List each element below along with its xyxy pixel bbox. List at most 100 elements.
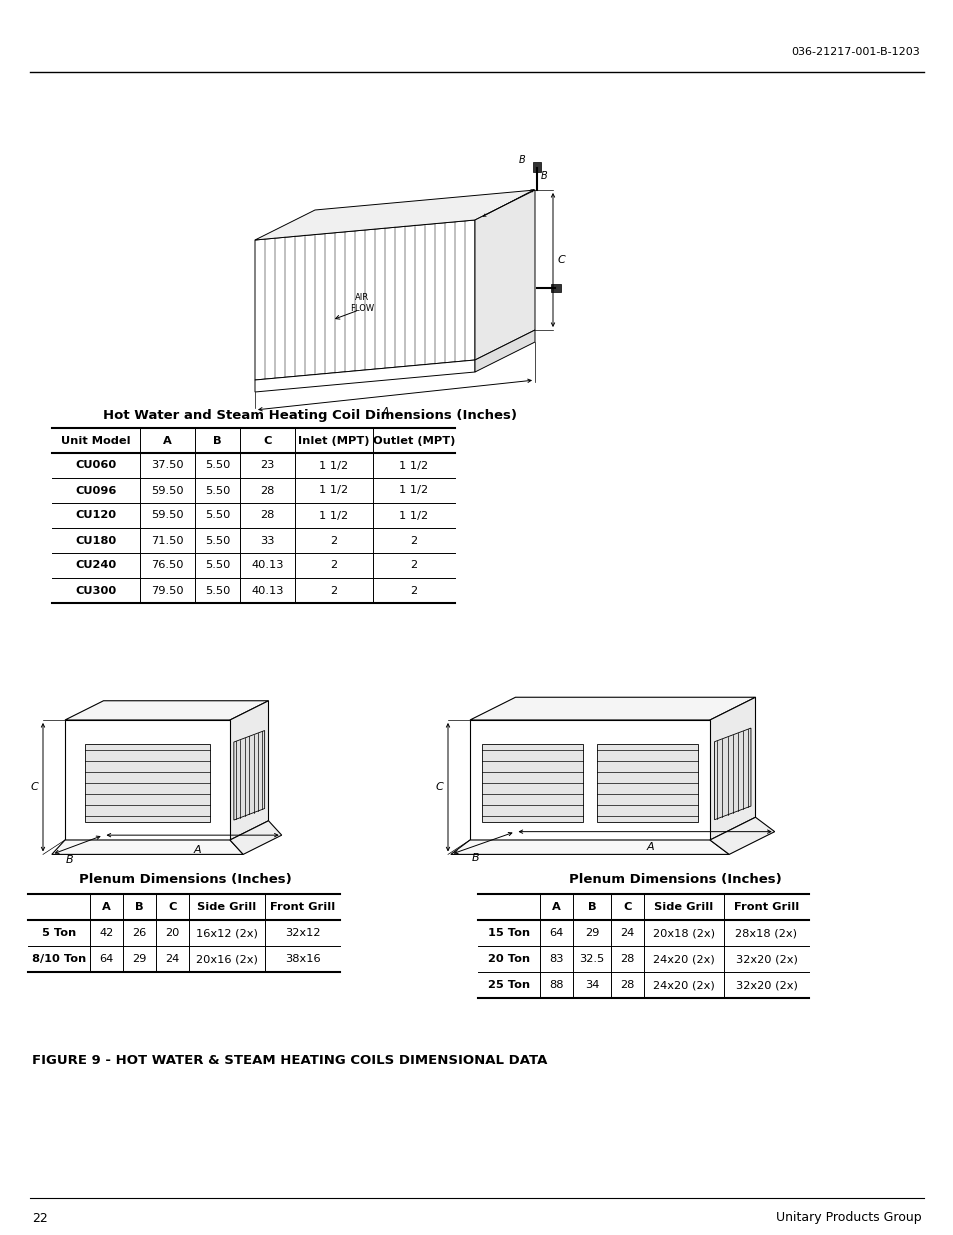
Text: Front Grill: Front Grill — [270, 902, 335, 911]
Text: 40.13: 40.13 — [251, 561, 283, 571]
Bar — [551, 284, 560, 291]
Text: 2: 2 — [410, 585, 417, 595]
Text: 5.50: 5.50 — [205, 461, 230, 471]
Text: A: A — [102, 902, 111, 911]
Text: 2: 2 — [330, 585, 337, 595]
Text: 76.50: 76.50 — [152, 561, 184, 571]
Text: 32x20 (2x): 32x20 (2x) — [735, 953, 797, 965]
Text: 5.50: 5.50 — [205, 510, 230, 520]
Text: 37.50: 37.50 — [151, 461, 184, 471]
Text: 29: 29 — [584, 927, 598, 939]
Text: 1 1/2: 1 1/2 — [319, 485, 348, 495]
Text: C: C — [168, 902, 176, 911]
Text: 5.50: 5.50 — [205, 585, 230, 595]
Text: 28: 28 — [619, 953, 634, 965]
Text: B: B — [540, 170, 547, 182]
Text: 5 Ton: 5 Ton — [42, 927, 76, 939]
Text: 20 Ton: 20 Ton — [487, 953, 530, 965]
Text: 24x20 (2x): 24x20 (2x) — [653, 953, 714, 965]
Polygon shape — [65, 700, 268, 720]
Text: B: B — [517, 156, 524, 165]
Text: 24: 24 — [165, 953, 179, 965]
Text: A: A — [193, 845, 201, 855]
Text: B: B — [66, 855, 73, 864]
Text: 15 Ton: 15 Ton — [487, 927, 530, 939]
Polygon shape — [230, 821, 281, 855]
Text: B: B — [135, 902, 144, 911]
Text: C: C — [30, 782, 38, 792]
Polygon shape — [709, 818, 774, 855]
Text: 5.50: 5.50 — [205, 536, 230, 546]
Text: 71.50: 71.50 — [151, 536, 184, 546]
Polygon shape — [254, 190, 535, 240]
Text: 16x12 (2x): 16x12 (2x) — [196, 927, 257, 939]
Text: 32x20 (2x): 32x20 (2x) — [735, 981, 797, 990]
Text: 2: 2 — [410, 561, 417, 571]
Text: 83: 83 — [549, 953, 563, 965]
Text: CU120: CU120 — [75, 510, 116, 520]
Text: CU240: CU240 — [75, 561, 116, 571]
Polygon shape — [451, 840, 728, 855]
Text: 28: 28 — [619, 981, 634, 990]
Polygon shape — [254, 359, 475, 391]
Polygon shape — [65, 720, 230, 840]
Polygon shape — [233, 731, 264, 820]
Text: 28x18 (2x): 28x18 (2x) — [735, 927, 797, 939]
Text: 23: 23 — [260, 461, 274, 471]
Text: 34: 34 — [584, 981, 598, 990]
Polygon shape — [470, 698, 755, 720]
Text: 1 1/2: 1 1/2 — [399, 461, 428, 471]
Text: A: A — [163, 436, 172, 446]
Text: 40.13: 40.13 — [251, 585, 283, 595]
Text: 036-21217-001-B-1203: 036-21217-001-B-1203 — [790, 47, 919, 57]
Text: 2: 2 — [410, 536, 417, 546]
Polygon shape — [254, 220, 475, 380]
Text: 38x16: 38x16 — [284, 953, 320, 965]
Text: 28: 28 — [260, 485, 274, 495]
Text: 24x20 (2x): 24x20 (2x) — [653, 981, 714, 990]
Text: CU300: CU300 — [75, 585, 116, 595]
Text: C: C — [435, 782, 442, 792]
Text: 20x18 (2x): 20x18 (2x) — [652, 927, 714, 939]
Polygon shape — [475, 190, 535, 359]
Text: 1 1/2: 1 1/2 — [319, 461, 348, 471]
Text: B: B — [587, 902, 596, 911]
Text: Plenum Dimensions (Inches): Plenum Dimensions (Inches) — [568, 873, 781, 887]
Text: 1 1/2: 1 1/2 — [399, 510, 428, 520]
Text: 42: 42 — [99, 927, 113, 939]
Text: Unitary Products Group: Unitary Products Group — [776, 1212, 921, 1224]
Text: CU096: CU096 — [75, 485, 116, 495]
Text: C: C — [558, 254, 565, 266]
Text: 33: 33 — [260, 536, 274, 546]
Polygon shape — [51, 840, 243, 855]
Text: Plenum Dimensions (Inches): Plenum Dimensions (Inches) — [78, 873, 291, 887]
Polygon shape — [230, 700, 268, 840]
Text: Hot Water and Steam Heating Coil Dimensions (Inches): Hot Water and Steam Heating Coil Dimensi… — [103, 409, 517, 421]
Text: 59.50: 59.50 — [151, 510, 184, 520]
Text: 2: 2 — [330, 536, 337, 546]
Text: FIGURE 9 - HOT WATER & STEAM HEATING COILS DIMENSIONAL DATA: FIGURE 9 - HOT WATER & STEAM HEATING COI… — [32, 1053, 547, 1067]
Polygon shape — [470, 720, 709, 840]
Polygon shape — [475, 330, 535, 372]
Text: 8/10 Ton: 8/10 Ton — [31, 953, 86, 965]
Text: AIR
FLOW: AIR FLOW — [350, 293, 374, 312]
Polygon shape — [709, 698, 755, 840]
Text: 5.50: 5.50 — [205, 485, 230, 495]
Polygon shape — [597, 743, 698, 823]
Polygon shape — [481, 743, 582, 823]
Text: Side Grill: Side Grill — [654, 902, 713, 911]
Text: Outlet (MPT): Outlet (MPT) — [373, 436, 455, 446]
Text: 20x16 (2x): 20x16 (2x) — [196, 953, 257, 965]
Text: 2: 2 — [330, 561, 337, 571]
Text: CU180: CU180 — [75, 536, 116, 546]
Text: 25 Ton: 25 Ton — [487, 981, 530, 990]
Text: A: A — [381, 408, 389, 417]
Text: 59.50: 59.50 — [151, 485, 184, 495]
Text: C: C — [263, 436, 272, 446]
Polygon shape — [85, 743, 210, 823]
Text: A: A — [645, 841, 653, 852]
Text: 5.50: 5.50 — [205, 561, 230, 571]
Text: 29: 29 — [132, 953, 147, 965]
Text: Unit Model: Unit Model — [61, 436, 131, 446]
Text: 20: 20 — [165, 927, 179, 939]
